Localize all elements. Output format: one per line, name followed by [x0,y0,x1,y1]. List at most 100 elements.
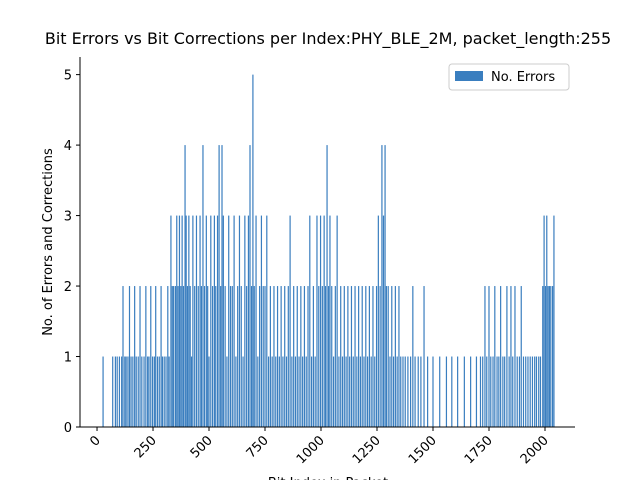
bar [552,286,554,427]
bar [398,286,400,427]
bar [293,286,295,427]
bar [192,215,194,427]
bar [409,356,412,427]
bar [229,286,232,427]
bar [518,356,521,427]
x-tick-label: 2000 [518,433,552,467]
bar [439,356,441,427]
bar [145,286,147,427]
bar [127,356,129,427]
bar [300,286,302,427]
bar [402,356,404,427]
y-tick-label: 5 [64,69,72,84]
bar [498,356,500,427]
bar [184,145,186,427]
bar [510,286,512,427]
bar [312,286,314,427]
bar [372,286,374,427]
bar [165,356,167,427]
bar [211,286,214,427]
bar [368,286,370,427]
y-axis-label: No. of Errors and Corrections [41,148,56,336]
bar [365,286,367,427]
bar [484,286,486,427]
bar [527,356,529,427]
bar [137,356,139,427]
bar [307,286,309,427]
bar [168,356,170,427]
bar [215,286,217,427]
bar [326,145,328,427]
bar [543,215,545,427]
bar [305,356,307,427]
bar [400,356,402,427]
bar [155,286,157,427]
bar [381,145,383,427]
bar [222,215,224,427]
bar [238,215,241,427]
bar [122,286,124,427]
legend-swatch [455,71,483,81]
bar [264,286,266,427]
bar [522,356,525,427]
bar [547,286,549,427]
bar [266,215,268,427]
bar [148,356,150,427]
bar [538,356,540,427]
bar [324,286,327,427]
bar [445,356,448,427]
bar [260,215,263,427]
bar [178,215,181,427]
bar [271,356,273,427]
bar [170,215,172,427]
bar [302,356,304,427]
bar [237,286,239,427]
bar [350,286,353,427]
bar [188,215,190,427]
bar [347,286,349,427]
bar [512,356,514,427]
bar [199,215,201,427]
bar [181,215,183,427]
bar [303,286,306,427]
bar [359,356,362,427]
bar [370,356,372,427]
bar [156,356,159,427]
bar [391,286,393,427]
bar [508,356,510,427]
bar [482,356,484,427]
bar [420,356,422,427]
bars [102,74,555,427]
bar [267,356,270,427]
bar [394,286,396,427]
bar [514,286,516,427]
bar [273,286,275,427]
bar [139,286,141,427]
bar [318,286,320,427]
bar [345,356,347,427]
x-tick-label: 250 [132,433,160,461]
bar [233,215,235,427]
bar [479,356,482,427]
bar [544,286,547,427]
bar [389,356,391,427]
x-tick-label: 1500 [406,433,440,467]
x-axis-label: Bit Index in Packet [268,476,388,480]
x-tick-label: 750 [244,433,272,461]
bar [285,356,288,427]
bar [203,286,206,427]
bar [177,286,179,427]
bar [135,356,137,427]
bar [309,215,311,427]
bar [328,286,330,427]
bar [262,286,264,427]
bar [475,356,478,427]
bar [457,356,459,427]
bar [340,286,342,427]
legend: No. Errors [448,63,570,91]
bar [287,286,289,427]
bar [176,215,178,427]
bar [143,356,145,427]
bar [343,286,345,427]
